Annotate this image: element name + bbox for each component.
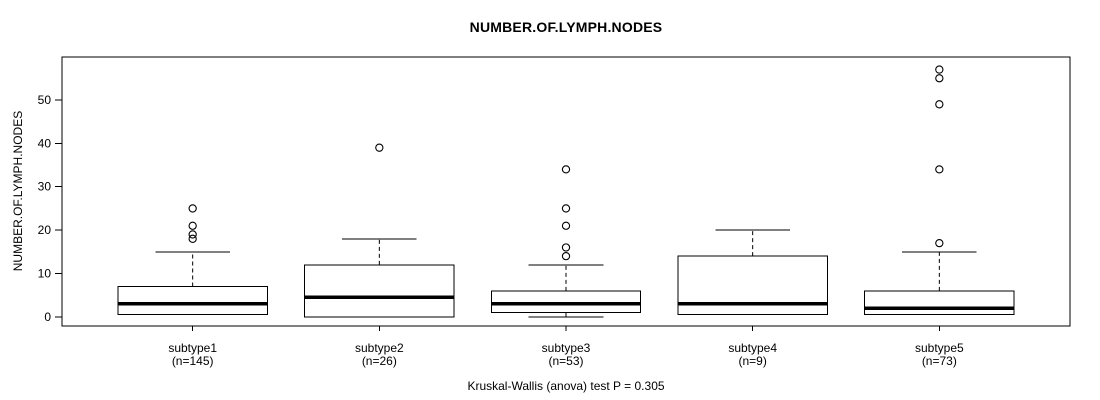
boxplot-subtype3: subtype3(n=53) <box>490 165 642 368</box>
boxplot-subtype5: subtype5(n=73) <box>864 65 1015 368</box>
iqr-box <box>304 264 455 318</box>
y-tick-label: 30 <box>38 180 52 194</box>
x-group-label: subtype3 <box>542 341 591 355</box>
x-group-sublabel: (n=145) <box>172 354 214 368</box>
boxplot-subtype1: subtype1(n=145) <box>117 204 268 368</box>
outlier-point <box>935 100 944 109</box>
x-group-sublabel: (n=26) <box>362 354 397 368</box>
x-group-label: subtype4 <box>728 341 777 355</box>
x-group-sublabel: (n=53) <box>548 354 583 368</box>
x-group-sublabel: (n=9) <box>738 354 766 368</box>
plot-border <box>61 56 1071 327</box>
y-tick-label: 40 <box>38 136 52 150</box>
iqr-box <box>677 255 828 316</box>
outlier-point <box>188 230 197 239</box>
iqr-box <box>490 290 642 314</box>
outlier-point <box>935 65 944 74</box>
y-tick-label: 20 <box>38 223 52 237</box>
x-group-label: subtype1 <box>168 341 217 355</box>
outlier-point <box>188 221 197 230</box>
x-group-sublabel: (n=73) <box>922 354 957 368</box>
y-tick-label: 0 <box>44 310 51 324</box>
boxplot-subtype4: subtype4(n=9) <box>677 229 828 368</box>
x-group-label: subtype2 <box>355 341 404 355</box>
plot-layer: 01020304050subtype1(n=145)subtype2(n=26)… <box>38 56 1071 368</box>
outlier-point <box>561 165 571 174</box>
iqr-box <box>117 286 268 316</box>
iqr-box <box>864 290 1015 316</box>
y-axis-title: NUMBER.OF.LYMPH.NODES <box>11 111 25 271</box>
y-tick-label: 50 <box>38 93 52 107</box>
outlier-point <box>935 74 944 83</box>
stat-test-caption: Kruskal-Wallis (anova) test P = 0.305 <box>467 379 665 393</box>
chart-title: NUMBER.OF.LYMPH.NODES <box>469 19 663 35</box>
outlier-point <box>935 165 944 174</box>
y-tick-label: 10 <box>38 267 52 281</box>
outlier-point <box>561 204 571 213</box>
outlier-point <box>188 234 197 243</box>
boxplot-subtype2: subtype2(n=26) <box>304 143 455 368</box>
x-group-label: subtype5 <box>915 341 964 355</box>
outlier-point <box>561 221 571 230</box>
outlier-point <box>561 251 571 261</box>
outlier-point <box>561 243 571 252</box>
outlier-point <box>935 238 944 248</box>
outlier-point <box>188 204 197 213</box>
outlier-point <box>375 143 384 152</box>
